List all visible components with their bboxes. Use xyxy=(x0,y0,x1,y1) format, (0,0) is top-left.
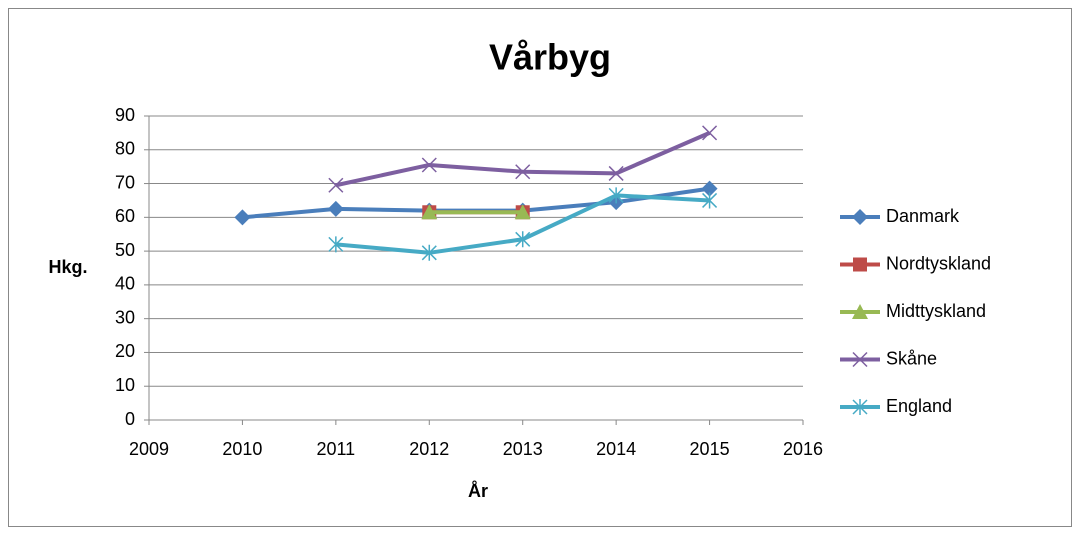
y-tick-label: 0 xyxy=(125,409,135,429)
marker xyxy=(701,180,718,197)
marker xyxy=(328,177,344,193)
legend-label: Midttyskland xyxy=(886,301,986,321)
y-axis-label: Hkg. xyxy=(48,257,87,277)
y-tick-label: 70 xyxy=(115,172,135,192)
marker xyxy=(234,209,251,226)
legend-label: Nordtyskland xyxy=(886,253,991,273)
y-tick-label: 10 xyxy=(115,375,135,395)
x-tick-label: 2016 xyxy=(783,439,823,459)
marker xyxy=(852,209,868,225)
y-tick-label: 50 xyxy=(115,240,135,260)
marker xyxy=(328,236,344,253)
x-tick-label: 2011 xyxy=(316,439,355,459)
legend-label: Skåne xyxy=(886,348,937,368)
x-tick-label: 2010 xyxy=(222,439,262,459)
legend-label: England xyxy=(886,396,952,416)
x-tick-label: 2013 xyxy=(503,439,543,459)
marker xyxy=(421,244,437,261)
marker xyxy=(608,165,624,181)
x-tick-label: 2012 xyxy=(409,439,449,459)
marker xyxy=(514,204,531,220)
marker xyxy=(515,164,531,180)
marker xyxy=(515,231,531,248)
y-tick-label: 20 xyxy=(115,341,135,361)
x-tick-label: 2009 xyxy=(129,439,169,459)
legend-label: Danmark xyxy=(886,206,960,226)
marker xyxy=(421,204,438,220)
marker xyxy=(327,200,344,217)
chart-title: Vårbyg xyxy=(489,37,611,78)
marker xyxy=(608,187,624,204)
chart-border xyxy=(8,8,1072,527)
y-tick-label: 60 xyxy=(115,206,135,226)
y-tick-label: 30 xyxy=(115,307,135,327)
x-tick-label: 2014 xyxy=(596,439,636,459)
y-tick-label: 90 xyxy=(115,105,135,125)
marker xyxy=(852,304,868,319)
marker xyxy=(421,157,437,173)
marker xyxy=(702,125,718,141)
y-tick-label: 40 xyxy=(115,274,135,294)
marker xyxy=(702,192,718,209)
x-axis-label: År xyxy=(468,481,488,501)
marker xyxy=(852,351,868,368)
x-tick-label: 2015 xyxy=(690,439,730,459)
marker xyxy=(852,399,868,415)
marker xyxy=(853,257,867,272)
y-tick-label: 80 xyxy=(115,139,135,159)
